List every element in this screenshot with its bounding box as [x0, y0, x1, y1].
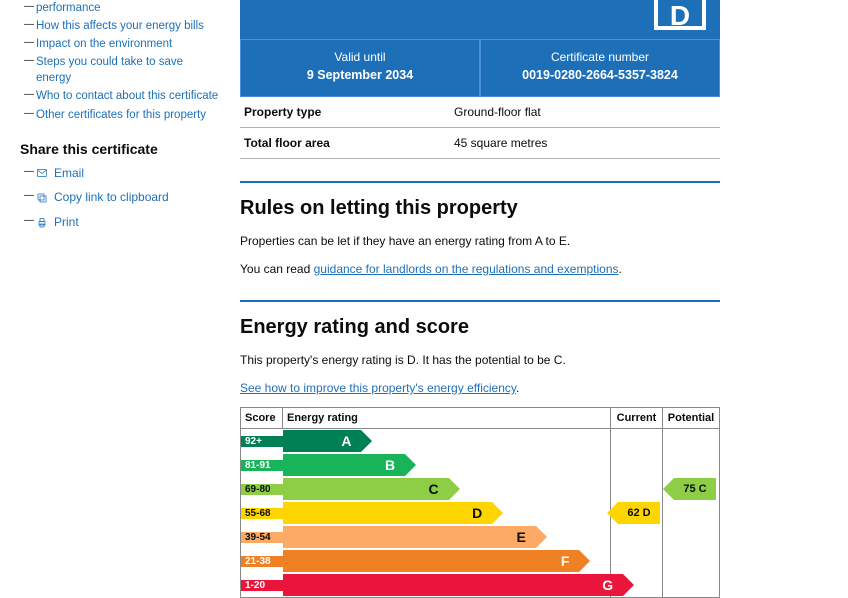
chart-score-label: 39-54 [241, 532, 283, 543]
rating-badge: D [654, 0, 706, 30]
chart-band-bar: D [283, 502, 492, 524]
property-value: Ground-floor flat [450, 97, 720, 128]
nav-item[interactable]: performance [24, 0, 220, 16]
rating-summary: This property's energy rating is D. It h… [240, 351, 720, 369]
improve-link-para: See how to improve this property's energ… [240, 379, 720, 397]
improve-efficiency-link[interactable]: See how to improve this property's energ… [240, 381, 516, 395]
rules-text-2-after: . [619, 262, 622, 276]
chart-score-label: 21-38 [241, 556, 283, 567]
copy-icon [36, 192, 48, 204]
chart-band-bar: F [283, 550, 579, 572]
chart-band-bar: E [283, 526, 536, 548]
rules-heading: Rules on letting this property [240, 197, 720, 220]
chart-head-rating: Energy rating [283, 408, 611, 428]
valid-until-value: 9 September 2034 [247, 68, 473, 82]
table-row: Total floor area45 square metres [240, 128, 720, 159]
rules-text-1: Properties can be let if they have an en… [240, 232, 720, 250]
nav-item[interactable]: Who to contact about this certificate [24, 88, 220, 104]
certificate-banner: D Valid until 9 September 2034 Certifica… [240, 0, 720, 97]
sidebar: performance How this affects your energy … [20, 0, 220, 598]
chart-row-g: 1-20G [241, 573, 719, 597]
property-key: Total floor area [240, 128, 450, 159]
nav-item[interactable]: Steps you could take to save energy [24, 54, 220, 86]
main-content: D Valid until 9 September 2034 Certifica… [240, 0, 720, 598]
energy-rating-chart: Score Energy rating Current Potential 92… [240, 407, 720, 598]
nav-item[interactable]: How this affects your energy bills [24, 18, 220, 34]
chart-band-bar: C [283, 478, 449, 500]
certificate-number-value: 0019-0280-2664-5357-3824 [487, 68, 713, 82]
email-icon [36, 167, 48, 179]
contents-nav: performance How this affects your energy … [24, 0, 220, 123]
chart-score-label: 69-80 [241, 484, 283, 495]
chart-score-label: 1-20 [241, 580, 283, 591]
chart-row-a: 92+A [241, 429, 719, 453]
chart-row-b: 81-91B [241, 453, 719, 477]
rating-heading: Energy rating and score [240, 316, 720, 339]
certificate-number-cell: Certificate number 0019-0280-2664-5357-3… [480, 39, 720, 97]
chart-band-bar: A [283, 430, 361, 452]
property-summary-table: Property typeGround-floor flatTotal floo… [240, 97, 720, 159]
landlord-guidance-link[interactable]: guidance for landlords on the regulation… [314, 262, 619, 276]
share-print-label: Print [54, 214, 79, 231]
chart-score-label: 81-91 [241, 460, 283, 471]
chart-row-f: 21-38F [241, 549, 719, 573]
rules-text-2-before: You can read [240, 262, 314, 276]
chart-head-score: Score [241, 408, 283, 428]
potential-rating-marker: 75 C [674, 478, 716, 500]
share-heading: Share this certificate [20, 141, 220, 157]
share-print[interactable]: Print [24, 214, 220, 231]
print-icon [36, 217, 48, 229]
chart-row-c: 69-80C [241, 477, 719, 501]
chart-body: 92+A81-91B69-80C55-68D39-54E21-38F1-20G6… [241, 429, 719, 597]
valid-until-label: Valid until [247, 50, 473, 64]
chart-score-label: 55-68 [241, 508, 283, 519]
chart-band-bar: B [283, 454, 405, 476]
current-rating-marker: 62 D [618, 502, 660, 524]
property-key: Property type [240, 97, 450, 128]
chart-head-current: Current [611, 408, 663, 428]
share-copy-label: Copy link to clipboard [54, 189, 169, 206]
valid-until-cell: Valid until 9 September 2034 [240, 39, 480, 97]
nav-item[interactable]: Impact on the environment [24, 36, 220, 52]
property-value: 45 square metres [450, 128, 720, 159]
chart-head-potential: Potential [663, 408, 719, 428]
section-divider [240, 300, 720, 302]
certificate-number-label: Certificate number [487, 50, 713, 64]
chart-row-e: 39-54E [241, 525, 719, 549]
nav-item[interactable]: Other certificates for this property [24, 107, 220, 123]
share-email[interactable]: Email [24, 165, 220, 182]
chart-band-bar: G [283, 574, 623, 596]
share-copy[interactable]: Copy link to clipboard [24, 189, 220, 206]
share-email-label: Email [54, 165, 84, 182]
table-row: Property typeGround-floor flat [240, 97, 720, 128]
chart-header: Score Energy rating Current Potential [241, 408, 719, 429]
section-divider [240, 181, 720, 183]
rules-text-2: You can read guidance for landlords on t… [240, 260, 720, 278]
chart-score-label: 92+ [241, 436, 283, 447]
